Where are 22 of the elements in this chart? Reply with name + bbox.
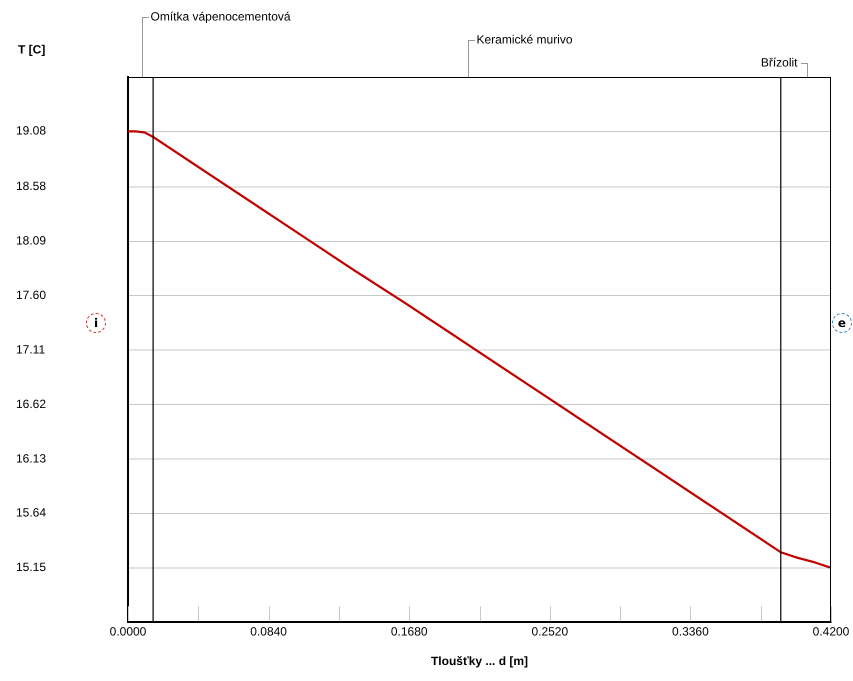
y-tick-label: 16.13 [16, 451, 46, 466]
x-tick-label: 0.0000 [110, 624, 147, 639]
y-tick-label: 17.60 [16, 288, 46, 302]
x-tick-label: 0.4200 [812, 624, 850, 639]
text: Břízolit [760, 55, 798, 70]
text: i [86, 313, 106, 333]
y-tick-label: 15.15 [16, 560, 46, 574]
text: Omítka vápenocementová [150, 9, 291, 24]
y-tick-label: 19.08 [16, 124, 46, 138]
x-tick-label: 0.3360 [672, 624, 710, 639]
text: Keramické murivo [476, 32, 573, 46]
x-axis-title: Tloušťky ... d [m] [430, 654, 528, 668]
x-tick-label: 0.2520 [531, 624, 568, 639]
text: e [832, 313, 852, 333]
y-tick-label: 18.09 [16, 234, 46, 248]
y-tick-label: 17.11 [16, 342, 46, 356]
y-tick-label: 15.64 [16, 506, 46, 520]
y-tick-label: 18.58 [16, 179, 46, 194]
y-tick-label: 16.62 [16, 396, 46, 411]
x-tick-label: 0.0840 [250, 624, 288, 639]
y-axis-title: T [C] [18, 42, 46, 56]
x-tick-label: 0.1680 [390, 624, 428, 639]
